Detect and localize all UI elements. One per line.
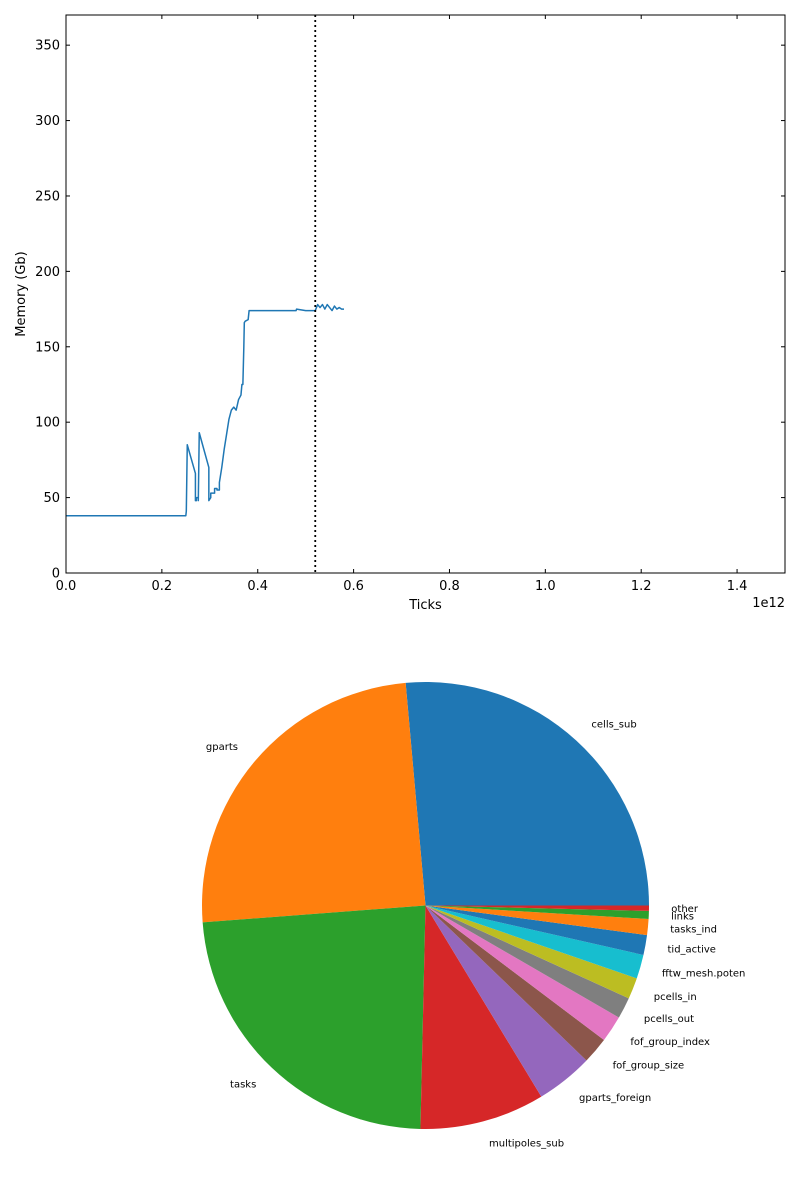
pie-slice-pcells-out	[425, 905, 629, 1018]
x-tick-label: 0.0	[56, 579, 77, 594]
pie-slice-gparts	[202, 682, 426, 923]
y-tick-label: 200	[35, 265, 60, 280]
memory-line-chart: 0.0 0.2 0.4 0.6 0.8 1.0 1.2 1.4 0 50 100 150 200 250 3…	[14, 14, 786, 613]
pie-slice-multipoles-sub	[420, 905, 542, 1129]
pie-slice-fftw-mesh-poten	[425, 905, 644, 979]
x-axis-label: Ticks	[408, 598, 442, 613]
pie-label-pcells-out: pcells_out	[644, 1014, 694, 1025]
y-tick-label: 350	[35, 39, 60, 54]
x-tick-label: 1.2	[631, 579, 652, 594]
y-tick-label: 100	[35, 416, 60, 431]
x-tick-label: 0.4	[247, 579, 268, 594]
y-tick-label: 50	[43, 491, 60, 506]
pie-slice-fof-group-index	[425, 905, 619, 1041]
x-tick-label: 1.0	[535, 579, 556, 594]
x-tick-label: 1.4	[727, 579, 748, 594]
x-tick-label: 0.6	[343, 579, 364, 594]
y-tick-label: 250	[35, 189, 60, 204]
pie-label-tasks-ind: tasks_ind	[670, 925, 717, 936]
pie-slice-tasks	[202, 905, 426, 1129]
y-tick-label: 150	[35, 340, 60, 355]
pie-slice-tasks-ind	[425, 905, 649, 936]
pie-slices	[202, 682, 649, 1129]
pie-slice-other	[425, 905, 649, 911]
pie-label-fftw-mesh-poten: fftw_mesh.poten	[662, 968, 746, 979]
pie-slice-fof-group-size	[425, 905, 604, 1061]
pie-label-fof-group-size: fof_group_size	[613, 1061, 685, 1072]
pie-label-fof-group-index: fof_group_index	[630, 1037, 710, 1048]
pie-label-tid-active: tid_active	[668, 945, 716, 956]
pie-label-cells-sub: cells_sub	[591, 720, 636, 731]
pie-slice-cells-sub	[405, 682, 649, 906]
pie-label-tasks: tasks	[230, 1079, 256, 1090]
pie-label-gparts-foreign: gparts_foreign	[579, 1093, 651, 1104]
x-tick-label: 0.2	[152, 579, 173, 594]
pie-slice-links	[425, 905, 649, 919]
y-tick-label: 300	[35, 114, 60, 129]
pie-label-multipoles-sub: multipoles_sub	[489, 1139, 564, 1150]
line-axis-ticks: 0.0 0.2 0.4 0.6 0.8 1.0 1.2 1.4 0 50 100 150 200 250 3…	[35, 15, 785, 594]
y-axis-label: Memory (Gb)	[14, 251, 29, 336]
line-plot-area	[66, 15, 785, 573]
pie-slice-pcells-in	[425, 905, 637, 999]
pie-slice-tid-active	[425, 905, 648, 955]
pie-label-other: other	[671, 904, 699, 915]
x-tick-label: 0.8	[439, 579, 460, 594]
memory-series-line	[66, 303, 345, 517]
pie-slice-gparts-foreign	[425, 905, 587, 1097]
x-axis-offset-label: 1e12	[752, 596, 785, 611]
line-plot-frame	[65, 14, 786, 574]
y-tick-label: 0	[52, 567, 60, 582]
pie-label-pcells-in: pcells_in	[654, 992, 697, 1003]
pie-label-gparts: gparts	[206, 742, 238, 753]
pie-label-links: links	[671, 911, 694, 922]
